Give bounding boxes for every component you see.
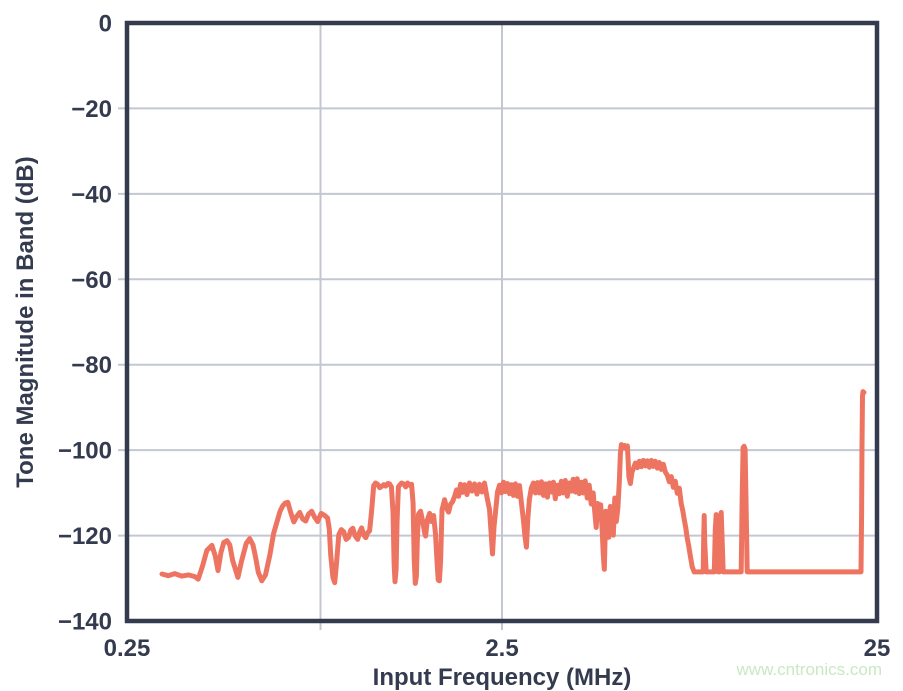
tone-magnitude-curve	[159, 389, 867, 586]
x-tick-label: 2.5	[485, 635, 518, 662]
watermark-text: www.cntronics.com	[736, 660, 882, 679]
y-tick-label: −80	[71, 352, 112, 379]
y-tick-label: −140	[58, 609, 112, 636]
plot-border	[124, 20, 880, 624]
y-tick-label: −20	[71, 96, 112, 123]
y-tick-label: −40	[71, 181, 112, 208]
y-tick-label: −60	[71, 267, 112, 294]
y-tick-label: −120	[58, 523, 112, 550]
y-axis-title: Tone Magnitude in Band (dB)	[12, 156, 39, 488]
x-tick-label: 25	[864, 635, 891, 662]
x-axis-title: Input Frequency (MHz)	[372, 664, 632, 691]
y-tick-label: 0	[99, 11, 112, 38]
x-tick-label: 0.25	[104, 635, 151, 662]
y-tick-label: −100	[58, 438, 112, 465]
